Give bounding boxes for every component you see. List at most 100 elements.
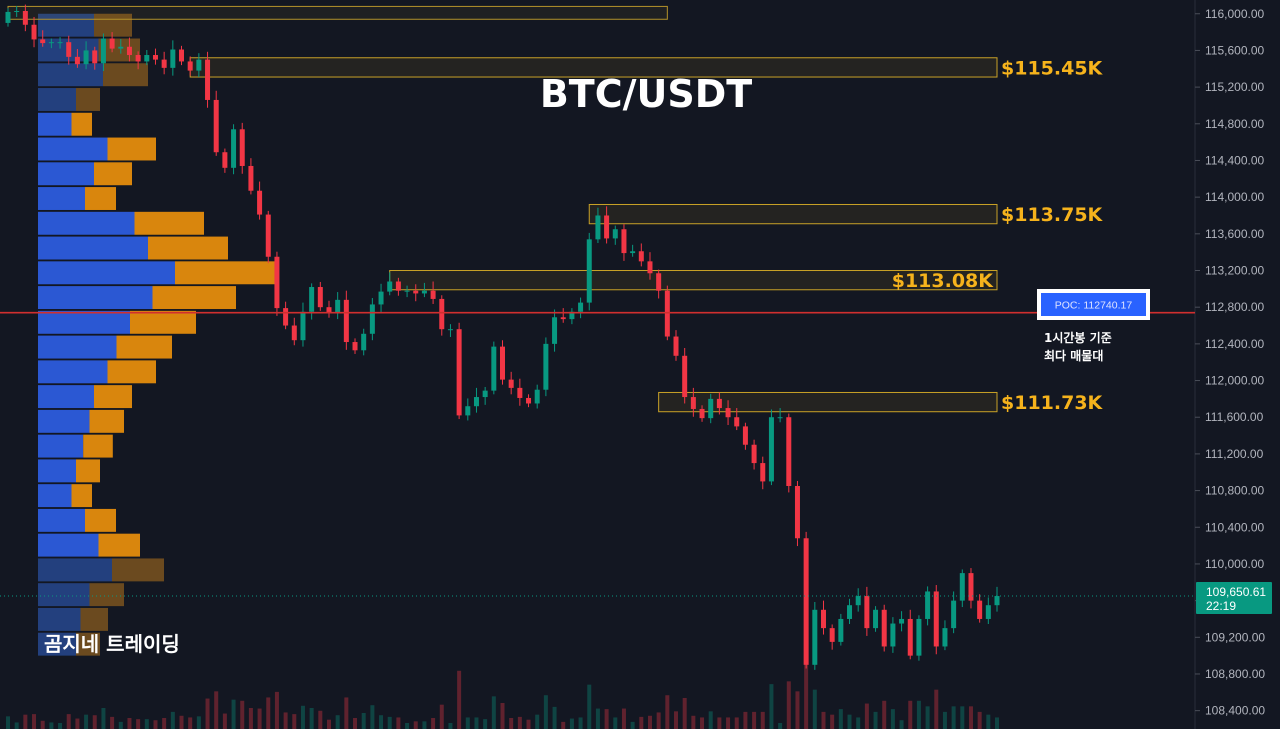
volume-bar <box>439 704 444 729</box>
volume-bar <box>821 711 826 729</box>
profile-bar-buy <box>38 484 72 508</box>
poc-badge-fill <box>1041 293 1146 316</box>
volume-bar <box>942 711 947 729</box>
y-tick-label: 108,400.00 <box>1205 704 1265 718</box>
candle-body <box>491 346 497 391</box>
candle-body <box>725 408 731 418</box>
profile-bar-sell <box>89 583 124 607</box>
candle-body <box>395 281 401 291</box>
candle-body <box>369 304 375 334</box>
candle-body <box>508 379 514 388</box>
volume-bar <box>75 718 80 729</box>
volume-bar <box>916 700 921 729</box>
candle-body <box>630 251 636 254</box>
volume-bar <box>274 691 279 729</box>
candle-body <box>473 397 479 407</box>
candles <box>5 4 1000 670</box>
y-tick-label: 111,600.00 <box>1205 410 1264 424</box>
profile-bar-buy <box>38 236 148 260</box>
candle-body <box>690 397 696 409</box>
volume-bar <box>205 698 210 729</box>
volume-bar <box>188 717 193 729</box>
volume-bar <box>49 722 54 729</box>
candle-body <box>5 11 11 23</box>
volume-bar <box>6 716 10 729</box>
volume-bar <box>300 705 305 729</box>
candle-body <box>413 290 419 294</box>
countdown-label: 22:19 <box>1206 599 1236 613</box>
volume-bar <box>812 689 817 729</box>
candle-body <box>786 417 792 486</box>
candle-body <box>682 355 688 398</box>
profile-bar-sell <box>103 63 148 87</box>
profile-bar-buy <box>38 335 117 359</box>
candle-body <box>257 190 263 215</box>
profile-bar-sell <box>76 632 100 656</box>
volume-bar <box>283 712 288 729</box>
candle-body <box>959 573 965 601</box>
y-tick-label: 116,000.00 <box>1205 7 1264 21</box>
candle-body <box>560 317 566 320</box>
volume-bar <box>613 717 618 729</box>
candle-body <box>100 38 106 64</box>
volume-bar <box>726 717 731 729</box>
current-price-tag[interactable]: 109,650.61 22:19 <box>1196 581 1272 614</box>
volume-bar <box>58 723 63 729</box>
volume-bar <box>752 711 757 729</box>
volume-bar <box>240 700 245 729</box>
y-tick-label: 108,800.00 <box>1205 667 1265 681</box>
zone-box <box>658 391 998 413</box>
volume-bar <box>127 718 132 729</box>
profile-bar-sell <box>71 112 92 136</box>
volume-bar <box>951 706 956 729</box>
candle-body <box>291 325 297 341</box>
volume-bar <box>517 716 522 729</box>
volume-bar <box>882 700 887 729</box>
candle-body <box>942 628 948 647</box>
candle-body <box>66 42 72 57</box>
volume-bar <box>448 723 453 729</box>
volume-bar <box>136 719 141 729</box>
y-tick-label: 115,200.00 <box>1205 80 1264 94</box>
candle-body <box>231 129 237 168</box>
volume-bar <box>326 719 331 729</box>
volume-bar <box>92 715 97 729</box>
volume-bar <box>717 717 722 729</box>
y-tick-label: 110,400.00 <box>1205 520 1264 534</box>
candle-body <box>916 618 922 656</box>
volume-bar <box>465 717 470 729</box>
candle-body <box>881 609 887 647</box>
candle-body <box>187 61 193 71</box>
volume-bar <box>569 718 574 729</box>
y-tick-label: 110,000.00 <box>1205 557 1264 571</box>
volume-bar <box>977 711 982 729</box>
y-tick-label: 111,200.00 <box>1205 447 1264 461</box>
candle-body <box>612 229 618 239</box>
volume-bar <box>778 723 783 729</box>
poc-badge[interactable]: POC: 112740.17 <box>1037 289 1150 320</box>
profile-bar-sell <box>112 558 164 582</box>
zone-label: $113.08K <box>892 270 995 292</box>
candle-body <box>126 46 132 56</box>
profile-bar-sell <box>80 607 108 631</box>
candle-body <box>751 444 757 464</box>
volume-bar <box>257 708 262 729</box>
volume-bar <box>405 723 410 729</box>
volume-bar <box>656 712 661 729</box>
candle-body <box>586 239 592 303</box>
volume-bar <box>621 708 626 729</box>
zone-labels: $115.45K $113.75K $113.08K $111.73K <box>892 57 1104 414</box>
candle-body <box>985 605 991 619</box>
candle-body <box>864 596 870 629</box>
candle-body <box>820 609 826 629</box>
candle-body <box>899 618 905 624</box>
volume-bar <box>960 706 965 729</box>
profile-bar-buy <box>38 310 130 334</box>
profile-bar-sell <box>94 162 132 186</box>
volume-bar <box>110 716 115 729</box>
volume-bar <box>968 706 973 729</box>
zone-label: $115.45K <box>1001 57 1104 79</box>
y-tick-label: 112,800.00 <box>1205 300 1264 314</box>
